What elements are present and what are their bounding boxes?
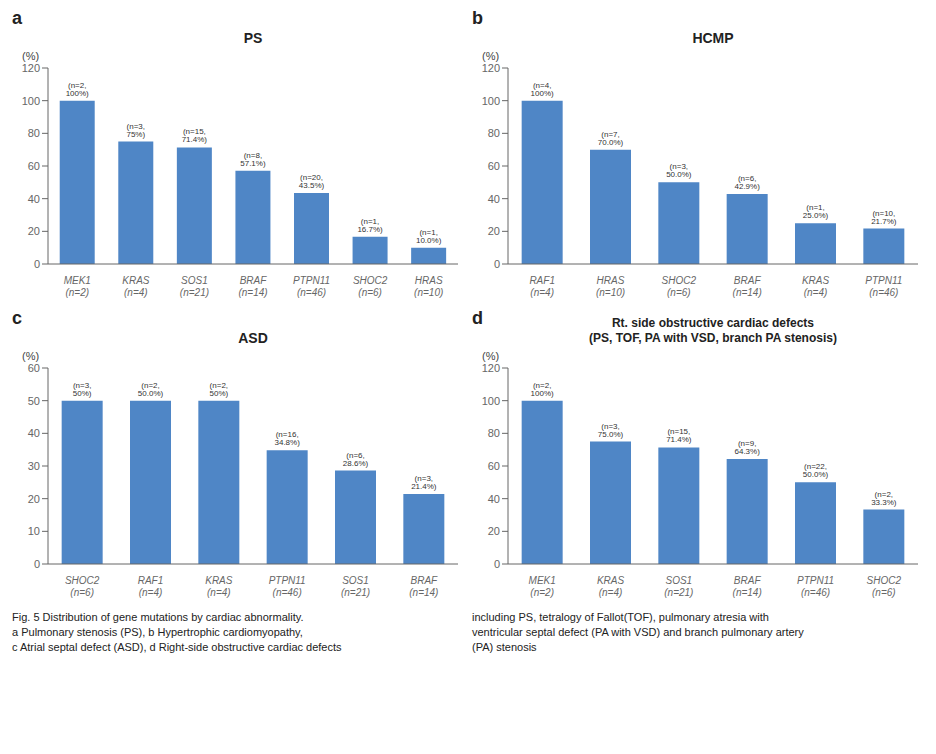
svg-text:0: 0 [34,258,40,270]
svg-text:KRAS(n=4): KRAS(n=4) [802,275,830,298]
svg-text:(n=1,16.7%): (n=1,16.7%) [357,217,383,234]
svg-text:(n=2,100%): (n=2,100%) [531,381,554,398]
svg-text:MEK1(n=2): MEK1(n=2) [64,275,91,298]
svg-text:(n=3,50%): (n=3,50%) [73,381,92,398]
svg-text:KRAS(n=4): KRAS(n=4) [597,575,625,598]
svg-text:80: 80 [488,127,500,139]
svg-text:SOS1(n=21): SOS1(n=21) [341,575,370,598]
svg-text:100: 100 [482,95,500,107]
svg-text:(n=9,64.3%): (n=9,64.3%) [734,439,760,456]
html-text:d: d [472,308,483,328]
svg-text:(n=20,43.5%): (n=20,43.5%) [299,173,325,190]
svg-text:0: 0 [494,558,500,570]
svg-text:PTPN11(n=46): PTPN11(n=46) [797,575,834,598]
html-text:HCMP: HCMP [692,30,734,46]
svg-text:(n=2,50%): (n=2,50%) [209,381,228,398]
svg-text:MEK1(n=2): MEK1(n=2) [529,575,556,598]
svg-text:(n=16,34.8%): (n=16,34.8%) [274,430,300,447]
svg-text:10: 10 [28,525,40,537]
svg-text:40: 40 [28,193,40,205]
html-text:a: a [12,8,22,28]
svg-text:(n=7,70.0%): (n=7,70.0%) [598,130,624,147]
svg-text:120: 120 [482,362,500,374]
svg-text:(n=2,100%): (n=2,100%) [66,81,89,98]
html-text:(PS, TOF, PA with VSD, branch: (PS, TOF, PA with VSD, branch PA stenosi… [589,331,837,345]
svg-text:80: 80 [488,427,500,439]
svg-text:0: 0 [494,258,500,270]
svg-text:20: 20 [488,525,500,537]
svg-text:PTPN11(n=46): PTPN11(n=46) [865,275,902,298]
svg-text:PTPN11(n=46): PTPN11(n=46) [293,275,330,298]
html-text:Fig. 5 Distribution of gene mu: Fig. 5 Distribution of gene mutations by… [12,611,342,653]
svg-text:HRAS(n=10): HRAS(n=10) [596,275,625,298]
svg-text:100: 100 [482,395,500,407]
svg-text:BRAF(n=14): BRAF(n=14) [733,575,762,598]
svg-text:20: 20 [28,225,40,237]
svg-text:(n=2,50.0%): (n=2,50.0%) [138,381,164,398]
html-text:b: b [472,8,483,28]
svg-text:SOS1(n=21): SOS1(n=21) [180,275,209,298]
svg-text:40: 40 [488,193,500,205]
svg-text:(n=6,42.9%): (n=6,42.9%) [734,174,760,191]
html-text:ASD: ASD [238,330,268,346]
svg-text:RAF1(n=4): RAF1(n=4) [529,275,555,298]
svg-text:(n=2,33.3%): (n=2,33.3%) [871,490,897,507]
svg-text:BRAF(n=14): BRAF(n=14) [733,275,762,298]
svg-text:PTPN11(n=46): PTPN11(n=46) [269,575,306,598]
svg-text:(n=4,100%): (n=4,100%) [531,81,554,98]
svg-text:0: 0 [34,558,40,570]
svg-text:(n=1,10.0%): (n=1,10.0%) [416,228,442,245]
svg-text:(n=3,75.0%): (n=3,75.0%) [598,422,624,439]
svg-text:SHOC2(n=6): SHOC2(n=6) [662,275,697,298]
svg-text:BRAF(n=14): BRAF(n=14) [238,275,267,298]
svg-text:20: 20 [488,225,500,237]
svg-text:(n=1,25.0%): (n=1,25.0%) [803,203,829,220]
svg-text:SHOC2(n=6): SHOC2(n=6) [65,575,100,598]
html-text:Rt. side obstructive cardiac d: Rt. side obstructive cardiac defects [612,316,814,330]
svg-text:(n=6,28.6%): (n=6,28.6%) [343,451,369,468]
svg-text:(n=3,50.0%): (n=3,50.0%) [666,162,692,179]
svg-text:60: 60 [488,160,500,172]
svg-text:KRAS(n=4): KRAS(n=4) [205,575,233,598]
svg-text:BRAF(n=14): BRAF(n=14) [409,575,438,598]
svg-text:KRAS(n=4): KRAS(n=4) [122,275,150,298]
svg-text:50: 50 [28,395,40,407]
html-text:PS: PS [243,30,263,46]
svg-text:120: 120 [482,62,500,74]
svg-text:60: 60 [28,160,40,172]
svg-text:40: 40 [28,427,40,439]
svg-text:SHOC2(n=6): SHOC2(n=6) [867,575,902,598]
svg-text:40: 40 [488,493,500,505]
svg-text:RAF1(n=4): RAF1(n=4) [138,575,164,598]
html-text:c: c [12,308,22,328]
svg-text:20: 20 [28,493,40,505]
svg-text:30: 30 [28,460,40,472]
svg-text:HRAS(n=10): HRAS(n=10) [414,275,443,298]
svg-text:(n=15,71.4%): (n=15,71.4%) [182,127,208,144]
svg-text:60: 60 [488,460,500,472]
svg-text:100: 100 [22,95,40,107]
html-text:including PS, tetralogy of Fal: including PS, tetralogy of Fallot(TOF), … [472,611,804,653]
svg-text:(n=15,71.4%): (n=15,71.4%) [666,427,692,444]
svg-text:120: 120 [22,62,40,74]
svg-text:60: 60 [28,362,40,374]
svg-text:(n=10,21.7%): (n=10,21.7%) [871,209,897,226]
svg-text:(n=22,50.0%): (n=22,50.0%) [803,462,829,479]
svg-text:SHOC2(n=6): SHOC2(n=6) [353,275,388,298]
svg-text:SOS1(n=21): SOS1(n=21) [664,575,693,598]
svg-text:(n=3,75%): (n=3,75%) [126,122,145,139]
svg-text:(n=3,21.4%): (n=3,21.4%) [411,474,437,491]
svg-text:80: 80 [28,127,40,139]
svg-text:(n=8,57.1%): (n=8,57.1%) [240,151,266,168]
